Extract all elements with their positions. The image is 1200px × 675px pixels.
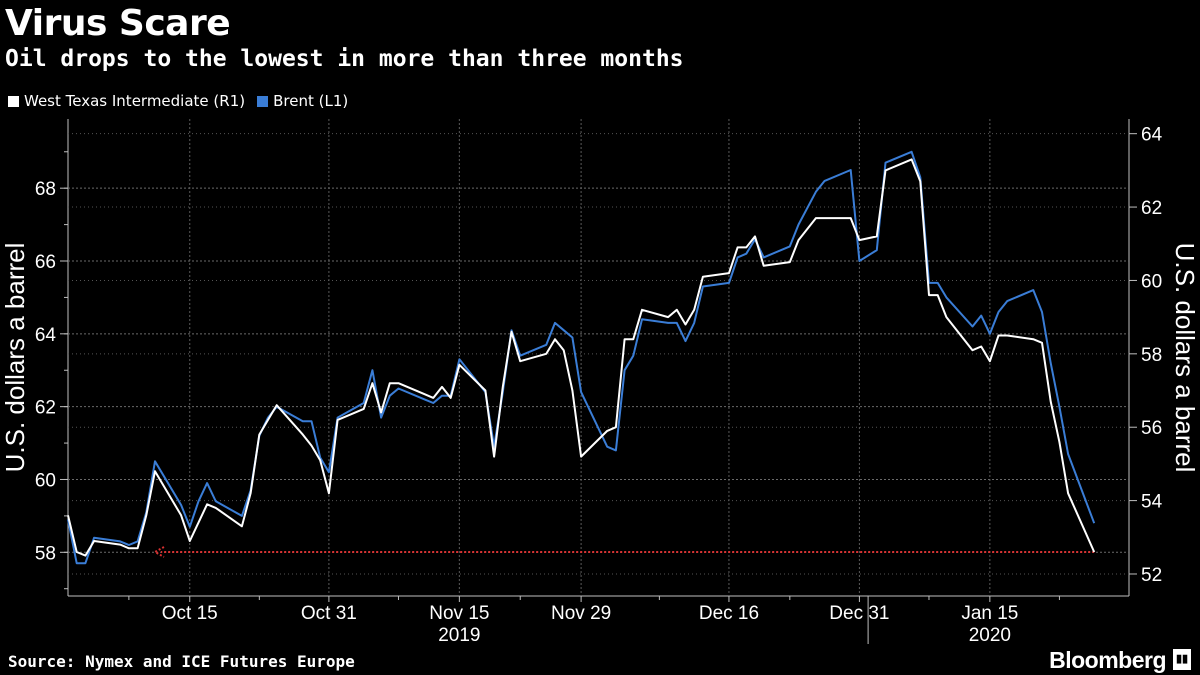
year-label: 2019 [438, 625, 480, 646]
series-line-brent [67, 150, 1096, 565]
legend-swatch-brent [257, 95, 269, 107]
source-note: Source: Nymex and ICE Futures Europe [8, 652, 355, 671]
bloomberg-badge-icon: ▮▮ [1173, 649, 1191, 670]
bloomberg-logo: Bloomberg [1049, 647, 1166, 673]
series-line-wti [67, 158, 1096, 557]
right-tick-label: 54 [1141, 492, 1163, 513]
right-axis-title: U.S. dollars a barrel [1170, 243, 1200, 473]
left-tick-label: 60 [35, 470, 56, 491]
x-tick-label: Nov 29 [551, 603, 611, 624]
x-tick-label: Oct 15 [162, 603, 218, 624]
year-label: 2020 [969, 625, 1011, 646]
x-tick-label: Jan 15 [961, 603, 1018, 624]
left-tick-label: 64 [35, 325, 57, 346]
legend-swatch-wti [8, 95, 19, 107]
left-tick-label: 68 [35, 179, 56, 200]
legend-item-brent: Brent (L1) [257, 92, 348, 110]
right-tick-label: 52 [1141, 565, 1162, 586]
legend: West Texas Intermediate (R1) Brent (L1) [8, 92, 348, 110]
x-tick-label: Dec 31 [829, 603, 889, 624]
annotation-arrow-head [152, 546, 165, 558]
legend-label-wti: West Texas Intermediate (R1) [24, 92, 246, 110]
right-tick-label: 60 [1141, 271, 1162, 292]
x-tick-label: Dec 16 [699, 603, 759, 624]
right-tick-label: 58 [1141, 345, 1162, 366]
right-tick-label: 62 [1141, 198, 1162, 219]
legend-item-wti: West Texas Intermediate (R1) [8, 92, 245, 110]
legend-label-brent: Brent (L1) [273, 92, 349, 110]
right-tick-label: 56 [1141, 418, 1162, 439]
left-tick-label: 66 [35, 252, 56, 273]
chart-subtitle: Oil drops to the lowest in more than thr… [5, 46, 684, 72]
x-tick-label: Nov 15 [429, 603, 489, 624]
x-tick-label: Oct 31 [301, 603, 357, 624]
left-tick-label: 62 [35, 398, 56, 419]
left-axis-title: U.S. dollars a barrel [0, 243, 30, 473]
chart-title: Virus Scare [5, 3, 231, 44]
left-tick-label: 58 [35, 543, 56, 564]
right-tick-label: 64 [1141, 125, 1163, 146]
